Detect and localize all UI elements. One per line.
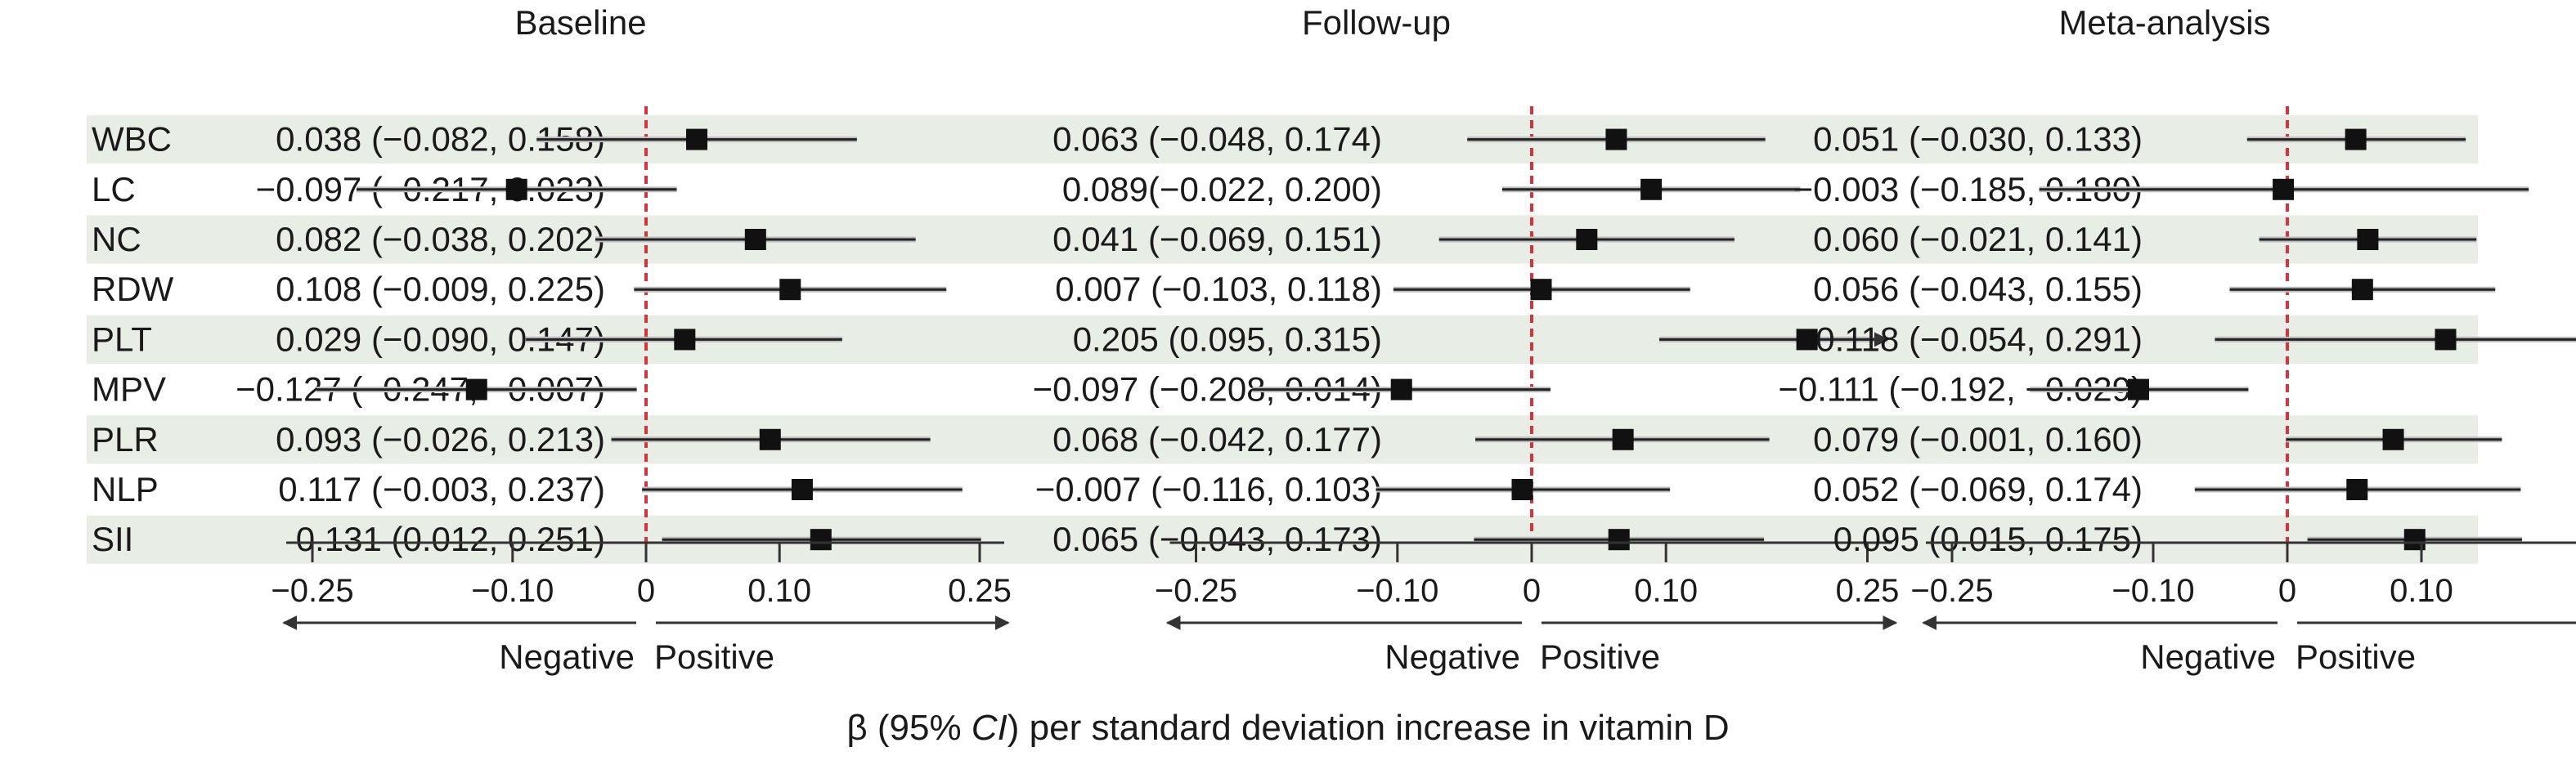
- estimate-label-follow-up-rdw: 0.007 (−0.103, 0.118): [1055, 270, 1382, 308]
- x-tick-label-baseline-1: −0.10: [471, 573, 554, 609]
- row-band-sii: [87, 515, 2478, 564]
- negative-label-baseline: Negative: [499, 638, 635, 676]
- x-tick-label-baseline-4: 0.25: [948, 573, 1012, 609]
- point-estimate-meta-analysis-plr: [2382, 428, 2404, 450]
- x-tick-label-follow-up-4: 0.25: [1836, 573, 1900, 609]
- estimate-label-meta-analysis-wbc: 0.051 (−0.030, 0.133): [1813, 120, 2143, 159]
- x-tick-label-follow-up-3: 0.10: [1634, 573, 1698, 609]
- negative-label-meta-analysis: Negative: [2140, 638, 2276, 676]
- point-estimate-follow-up-nc: [1576, 229, 1598, 250]
- estimate-label-follow-up-lc: 0.089(−0.022, 0.200): [1062, 170, 1382, 208]
- estimate-label-baseline-rdw: 0.108 (−0.009, 0.225): [276, 270, 605, 308]
- estimate-label-meta-analysis-plr: 0.079 (−0.001, 0.160): [1813, 420, 2143, 459]
- estimate-label-baseline-plr: 0.093 (−0.026, 0.213): [276, 420, 605, 459]
- point-estimate-follow-up-plr: [1612, 428, 1634, 450]
- panel-title-meta-analysis: Meta-analysis: [2058, 3, 2270, 42]
- row-label-mpv: MPV: [92, 370, 166, 409]
- x-tick-label-meta-analysis-3: 0.10: [2390, 573, 2453, 609]
- point-estimate-meta-analysis-nc: [2357, 229, 2379, 250]
- row-band-plr: [87, 415, 2478, 464]
- estimate-label-meta-analysis-sii: 0.095 (0.015, 0.175): [1833, 520, 2143, 558]
- estimate-label-follow-up-sii: 0.065 (−0.043, 0.173): [1052, 520, 1382, 558]
- estimate-label-baseline-sii: 0.131 (0.012, 0.251): [296, 520, 605, 558]
- row-label-wbc: WBC: [92, 120, 172, 159]
- panel-follow-up: Follow-up 0.063 (−0.048, 0.174) 0.089(−0.0…: [1033, 3, 1900, 676]
- point-estimate-baseline-rdw: [779, 279, 801, 301]
- point-estimate-follow-up-nlp: [1511, 479, 1533, 500]
- positive-label-meta-analysis: Positive: [2296, 638, 2416, 676]
- point-estimate-baseline-mpv: [465, 378, 487, 400]
- point-estimate-follow-up-plt: [1796, 329, 1818, 351]
- point-estimate-baseline-plr: [759, 428, 781, 450]
- x-axis-title-part: ) per standard deviation increase in vit…: [1008, 708, 1730, 748]
- point-estimate-follow-up-wbc: [1605, 128, 1627, 150]
- point-estimate-meta-analysis-wbc: [2345, 128, 2367, 150]
- estimate-label-meta-analysis-rdw: 0.056 (−0.043, 0.155): [1813, 270, 2143, 308]
- estimate-label-follow-up-wbc: 0.063 (−0.048, 0.174): [1052, 120, 1382, 159]
- estimate-label-baseline-nlp: 0.117 (−0.003, 0.237): [278, 470, 605, 508]
- row-labels: WBC LC NC RDW PLT MPV PLR NLP SII: [92, 120, 174, 559]
- estimate-label-follow-up-plr: 0.068 (−0.042, 0.177): [1052, 420, 1382, 459]
- point-estimate-baseline-plt: [674, 329, 696, 351]
- row-label-plr: PLR: [92, 420, 159, 459]
- x-axis-title: β (95% CI) per standard deviation increa…: [846, 708, 1729, 748]
- positive-label-follow-up: Positive: [1540, 638, 1660, 676]
- x-tick-label-meta-analysis-2: 0: [2278, 573, 2296, 609]
- row-band-wbc: [87, 115, 2478, 164]
- negative-label-follow-up: Negative: [1384, 638, 1520, 676]
- x-tick-label-baseline-2: 0: [637, 573, 655, 609]
- x-tick-label-follow-up-1: −0.10: [1356, 573, 1438, 609]
- row-label-plt: PLT: [92, 320, 152, 358]
- row-label-nc: NC: [92, 220, 141, 258]
- point-estimate-meta-analysis-lc: [2273, 178, 2295, 200]
- row-bands: [87, 115, 2478, 564]
- point-estimate-meta-analysis-rdw: [2351, 279, 2373, 301]
- point-estimate-follow-up-mpv: [1390, 378, 1412, 400]
- estimate-label-meta-analysis-nlp: 0.052 (−0.069, 0.174): [1813, 470, 2143, 508]
- estimate-label-follow-up-nc: 0.041 (−0.069, 0.151): [1052, 220, 1382, 258]
- row-band-plt: [87, 315, 2478, 364]
- point-estimate-baseline-wbc: [686, 128, 708, 150]
- x-axis-title-part: β (95%: [846, 708, 971, 748]
- estimate-label-meta-analysis-plt: 0.118 (−0.054, 0.291): [1815, 320, 2143, 358]
- positive-label-baseline: Positive: [654, 638, 774, 676]
- x-tick-label-follow-up-2: 0: [1523, 573, 1541, 609]
- point-estimate-meta-analysis-plt: [2435, 329, 2457, 351]
- row-band-nc: [87, 215, 2478, 264]
- row-label-sii: SII: [92, 520, 133, 558]
- estimate-label-baseline-nc: 0.082 (−0.038, 0.202): [276, 220, 605, 258]
- estimate-label-follow-up-nlp: −0.007 (−0.116, 0.103): [1035, 470, 1382, 508]
- x-tick-label-baseline-0: −0.25: [271, 573, 353, 609]
- x-tick-label-follow-up-0: −0.25: [1155, 573, 1237, 609]
- point-estimate-baseline-nc: [744, 229, 766, 250]
- point-estimate-baseline-sii: [810, 529, 832, 551]
- point-estimate-meta-analysis-nlp: [2346, 479, 2368, 500]
- panel-title-baseline: Baseline: [514, 3, 646, 42]
- panel-title-follow-up: Follow-up: [1302, 3, 1451, 42]
- point-estimate-meta-analysis-mpv: [2127, 378, 2149, 400]
- point-estimate-baseline-lc: [505, 178, 527, 200]
- row-label-lc: LC: [92, 170, 136, 208]
- estimate-label-meta-analysis-nc: 0.060 (−0.021, 0.141): [1813, 220, 2143, 258]
- x-tick-label-meta-analysis-1: −0.10: [2112, 573, 2194, 609]
- point-estimate-follow-up-sii: [1608, 529, 1630, 551]
- x-tick-label-meta-analysis-0: −0.25: [1910, 573, 1993, 609]
- point-estimate-baseline-nlp: [791, 479, 813, 500]
- row-label-rdw: RDW: [92, 270, 174, 308]
- point-estimate-follow-up-rdw: [1530, 279, 1552, 301]
- x-axis-title-italic-part: CI: [972, 708, 1008, 748]
- point-estimate-follow-up-lc: [1640, 178, 1663, 200]
- row-label-nlp: NLP: [92, 470, 159, 508]
- x-tick-label-baseline-3: 0.10: [747, 573, 811, 609]
- estimate-label-follow-up-plt: 0.205 (0.095, 0.315): [1073, 320, 1382, 358]
